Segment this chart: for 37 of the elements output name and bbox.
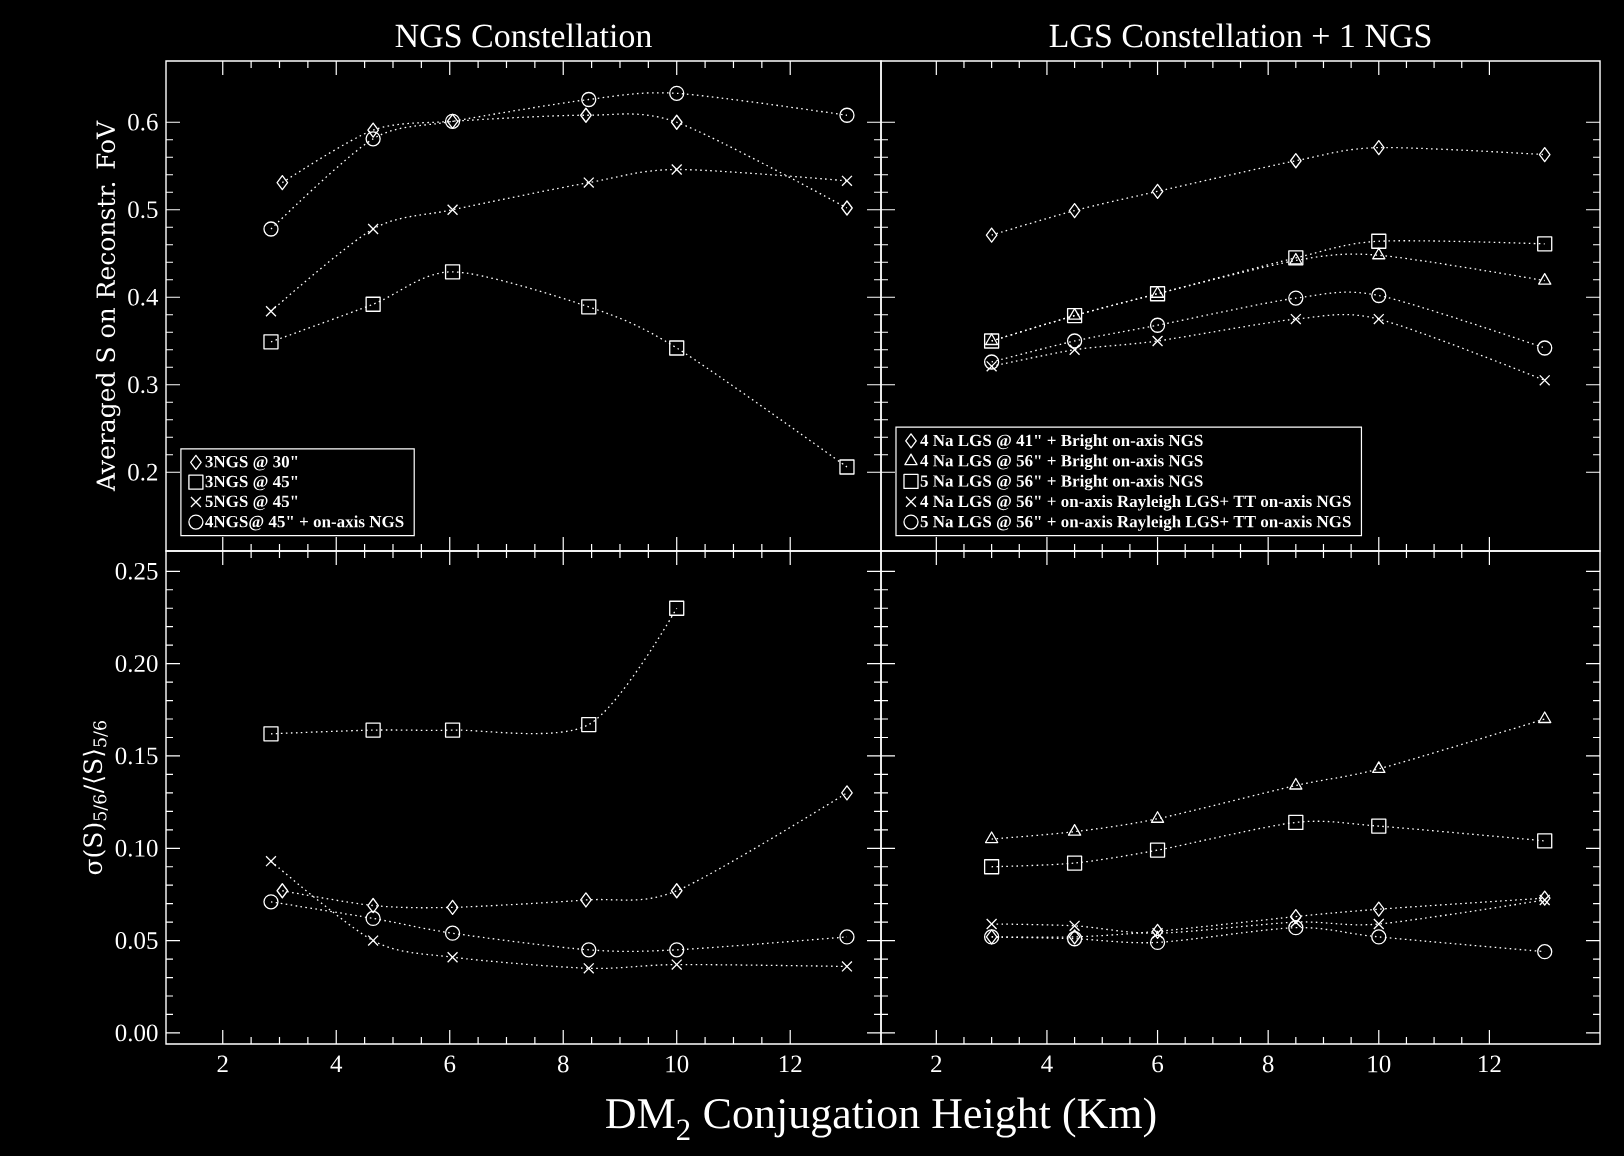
x-axis-title: DM$_{2}$ Conjugation Height (Km)	[606, 1097, 1156, 1140]
x-tick-label: 4	[1041, 1055, 1053, 1072]
y-axis-title: σ(S)$_{5/6}$/⟨S⟩$_{5/6}$	[82, 721, 108, 875]
legend-label: 5 Na LGS @ 56" + Bright on-axis NGS	[920, 474, 1203, 491]
legend-label: 5 Na LGS @ 56" + on-axis Rayleigh LGS+ TT on-axis NGS	[920, 515, 1351, 531]
x-tick-label: 10	[1368, 1055, 1391, 1073]
legend-label: 4NGS@ 45" + on-axis NGS	[205, 515, 404, 531]
y-tick-label: 0.3	[128, 376, 158, 394]
x-tick-label: 4	[330, 1055, 343, 1072]
legend-label: 4 Na LGS @ 56" + Bright on-axis NGS	[920, 454, 1203, 471]
x-tick-label: 8	[1262, 1055, 1274, 1073]
x-tick-label: 12	[1479, 1055, 1501, 1073]
x-tick-label: 2	[931, 1055, 942, 1073]
y-tick-label: 0.6	[128, 113, 158, 131]
y-tick-label: 0.10	[115, 839, 158, 857]
y-tick-label: 0.25	[115, 562, 158, 580]
legend-label: 4 Na LGS @ 56" + on-axis Rayleigh LGS+ TT on-axis NGS	[920, 495, 1351, 511]
y-tick-label: 0.00	[115, 1024, 158, 1042]
y-tick-label: 0.20	[115, 655, 158, 673]
legend-label: 4 Na LGS @ 41" + Bright on-axis NGS	[920, 434, 1203, 450]
y-tick-label: 0.2	[128, 463, 158, 481]
x-tick-label: 10	[666, 1055, 689, 1073]
y-tick-label: 0.4	[128, 288, 159, 306]
x-tick-label: 12	[779, 1055, 802, 1073]
legend-label: 3NGS @ 30"	[205, 455, 298, 471]
legend-label: 5NGS @ 45"	[205, 495, 298, 511]
x-tick-label: 8	[557, 1055, 569, 1073]
x-tick-label: 6	[444, 1055, 456, 1073]
legend-label: 3NGS @ 45"	[205, 475, 298, 491]
y-tick-label: 0.15	[115, 747, 158, 765]
y-tick-label: 0.5	[128, 201, 158, 219]
x-tick-label: 6	[1152, 1055, 1164, 1073]
y-axis-title: Averaged S on Reconstr. FoV	[95, 120, 121, 492]
y-tick-label: 0.05	[115, 932, 158, 950]
chart-title: NGS Constellation	[395, 23, 652, 48]
x-tick-label: 2	[217, 1055, 228, 1073]
chart-title: LGS Constellation + 1 NGS	[1049, 23, 1431, 48]
